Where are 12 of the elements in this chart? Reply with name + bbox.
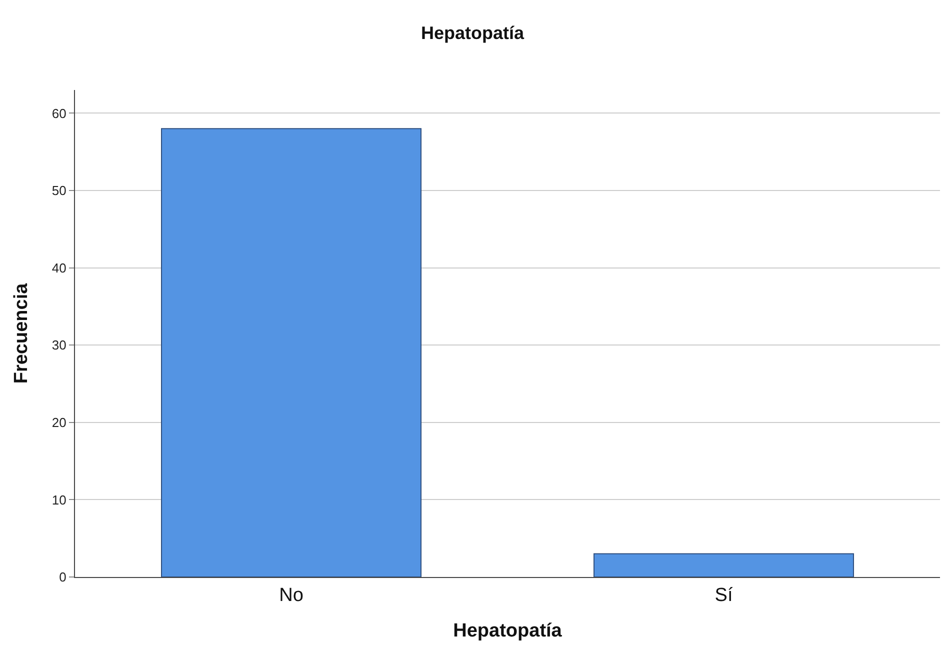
x-tick-label: Sí [714, 584, 734, 606]
y-tick-label: 50 [52, 183, 66, 198]
y-tick-label: 20 [52, 414, 66, 430]
y-tick-label: 30 [52, 338, 66, 353]
y-axis-title: Frecuencia [11, 282, 32, 384]
y-tick-label: 10 [52, 492, 66, 508]
y-tick-label: 0 [59, 570, 66, 585]
y-tick-label: 40 [52, 260, 66, 276]
x-tick-label: No [279, 584, 304, 606]
chart-title: Hepatopatía [420, 23, 525, 44]
x-axis-title: Hepatopatía [453, 620, 562, 642]
y-tick-label: 60 [52, 106, 66, 121]
